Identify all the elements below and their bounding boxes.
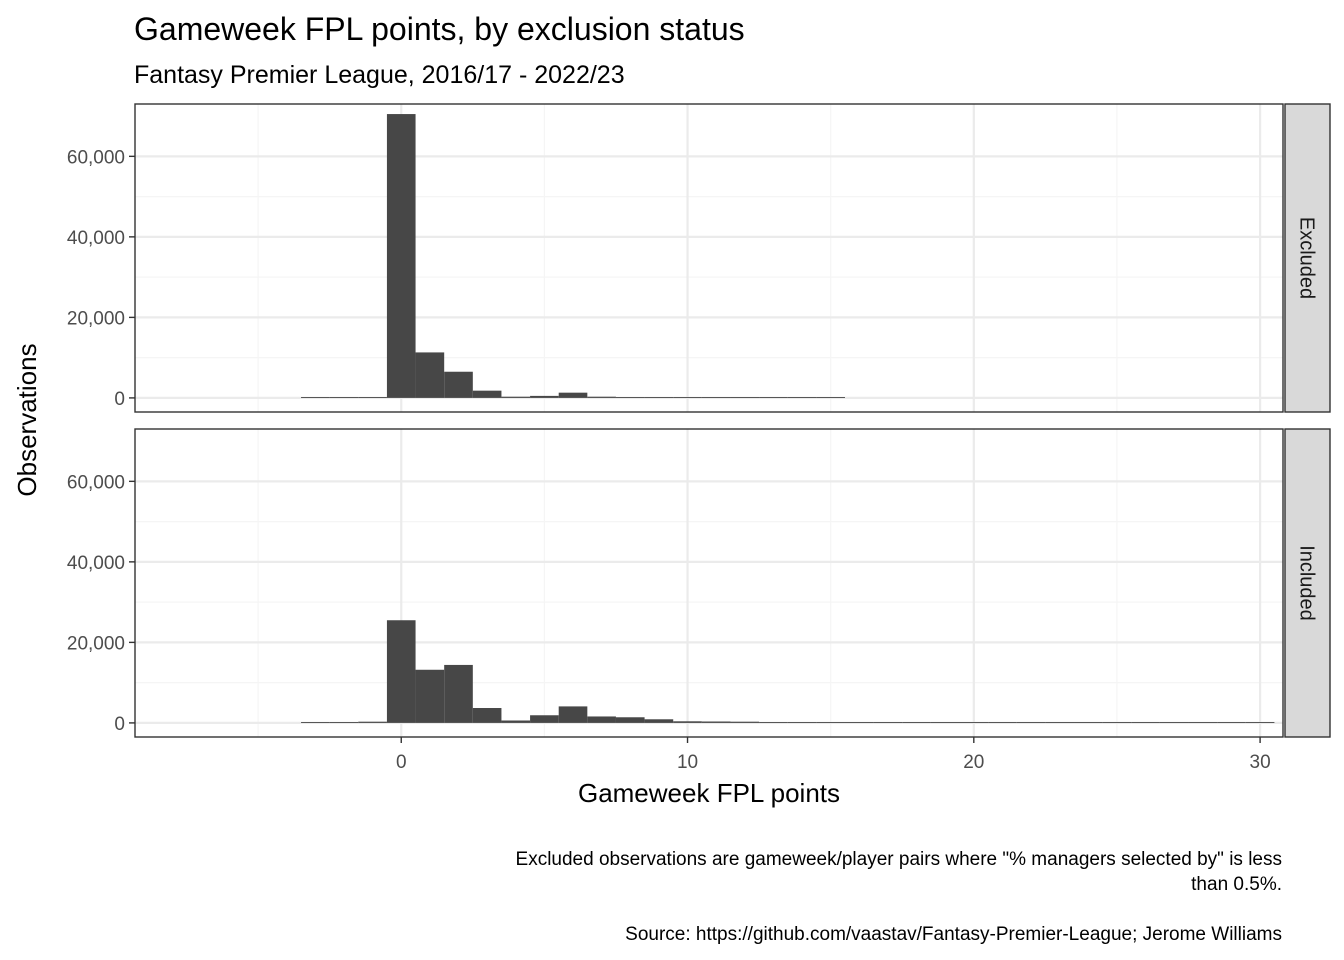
- histogram-bar: [1188, 722, 1218, 723]
- histogram-bar: [1217, 722, 1246, 723]
- y-tick-label: 20,000: [67, 308, 125, 329]
- facet-strip-label: Included: [1296, 545, 1318, 621]
- x-tick-label: 0: [396, 752, 407, 773]
- caption-note-line-1: Excluded observations are gameweek/playe…: [516, 849, 1282, 870]
- facet-strip: [1284, 103, 1331, 413]
- histogram-bar: [844, 722, 874, 723]
- facet-strip-label: Excluded: [1296, 217, 1318, 299]
- histogram-bar: [1074, 722, 1103, 723]
- histogram-bar: [558, 392, 588, 398]
- x-axis-title: Gameweek FPL points: [578, 778, 840, 808]
- x-tick-label: 20: [963, 752, 984, 773]
- facet-panel-included: 0 20,000 40,000 60,000 Included: [67, 428, 1331, 738]
- panel-background: [135, 104, 1283, 412]
- histogram-bar: [386, 114, 416, 398]
- histogram-bar: [472, 390, 502, 398]
- histogram-bar: [787, 397, 817, 398]
- histogram-bar: [530, 715, 559, 723]
- histogram-bar: [1102, 722, 1132, 723]
- facet-panels: 0 20,000 40,000 60,000 Excluded 0 20,000 40,000…: [67, 103, 1331, 773]
- histogram-bar: [759, 397, 788, 398]
- panel-border: [134, 428, 1284, 738]
- histogram-bar: [959, 722, 989, 723]
- histogram-bar: [1159, 722, 1189, 723]
- histogram-bar: [1045, 722, 1075, 723]
- histogram-bar: [301, 722, 330, 723]
- chart-title: Gameweek FPL points, by exclusion status: [134, 11, 745, 47]
- histogram-bar: [415, 352, 445, 398]
- y-tick-label: 60,000: [67, 472, 125, 493]
- histogram-bar: [358, 397, 387, 398]
- x-tick-label: 10: [677, 752, 698, 773]
- caption-note-line-2: than 0.5%.: [1191, 874, 1282, 895]
- histogram-bar: [673, 397, 702, 398]
- histogram-bar: [501, 720, 531, 723]
- y-tick-label: 40,000: [67, 228, 125, 249]
- y-tick-label: 20,000: [67, 633, 125, 654]
- histogram-bar: [558, 706, 588, 723]
- histogram-bar: [615, 397, 645, 398]
- facet-strip: [1284, 428, 1331, 738]
- y-tick-label: 60,000: [67, 147, 125, 168]
- histogram-bar: [444, 664, 473, 723]
- histogram-bar: [644, 719, 674, 723]
- histogram-bar: [530, 395, 559, 398]
- histogram-bar: [1131, 722, 1160, 723]
- histogram-bar: [644, 397, 674, 398]
- histogram-bar: [472, 708, 502, 723]
- histogram-bar: [902, 722, 931, 723]
- histogram-bar: [816, 722, 845, 723]
- histogram-bar: [301, 397, 330, 398]
- histogram-bar: [787, 722, 817, 723]
- histogram-bar: [988, 722, 1017, 723]
- histogram-bar: [329, 722, 359, 723]
- histogram-bar: [730, 397, 760, 398]
- histogram-bar: [615, 717, 645, 723]
- y-tick-label: 40,000: [67, 553, 125, 574]
- x-tick-label: 30: [1250, 752, 1271, 773]
- histogram-bar: [444, 371, 473, 398]
- y-axis-title: Observations: [12, 343, 42, 496]
- panel-border: [134, 103, 1284, 413]
- histogram-bar: [587, 396, 616, 398]
- histogram-bar: [759, 722, 788, 723]
- chart-subtitle: Fantasy Premier League, 2016/17 - 2022/2…: [134, 61, 625, 89]
- histogram-bar: [730, 721, 760, 723]
- panel-background: [135, 429, 1283, 737]
- histogram-bar: [816, 397, 845, 398]
- histogram-bar: [587, 716, 616, 723]
- histogram-bar: [701, 397, 731, 398]
- y-tick-label: 0: [114, 714, 125, 735]
- histogram-bar: [358, 721, 387, 723]
- histogram-bar: [501, 396, 531, 398]
- histogram-bar: [930, 722, 960, 723]
- facet-panel-excluded: 0 20,000 40,000 60,000 Excluded: [67, 103, 1331, 413]
- histogram-bar: [329, 397, 359, 398]
- y-tick-label: 0: [114, 389, 125, 410]
- histogram-bar: [673, 721, 702, 723]
- histogram-bar: [415, 669, 445, 723]
- histogram-bar: [1016, 722, 1046, 723]
- caption-source: Source: https://github.com/vaastav/Fanta…: [625, 924, 1282, 945]
- histogram-bar: [701, 721, 731, 723]
- histogram-bar: [386, 620, 416, 723]
- histogram-bar: [873, 722, 903, 723]
- histogram-bar: [1245, 722, 1275, 723]
